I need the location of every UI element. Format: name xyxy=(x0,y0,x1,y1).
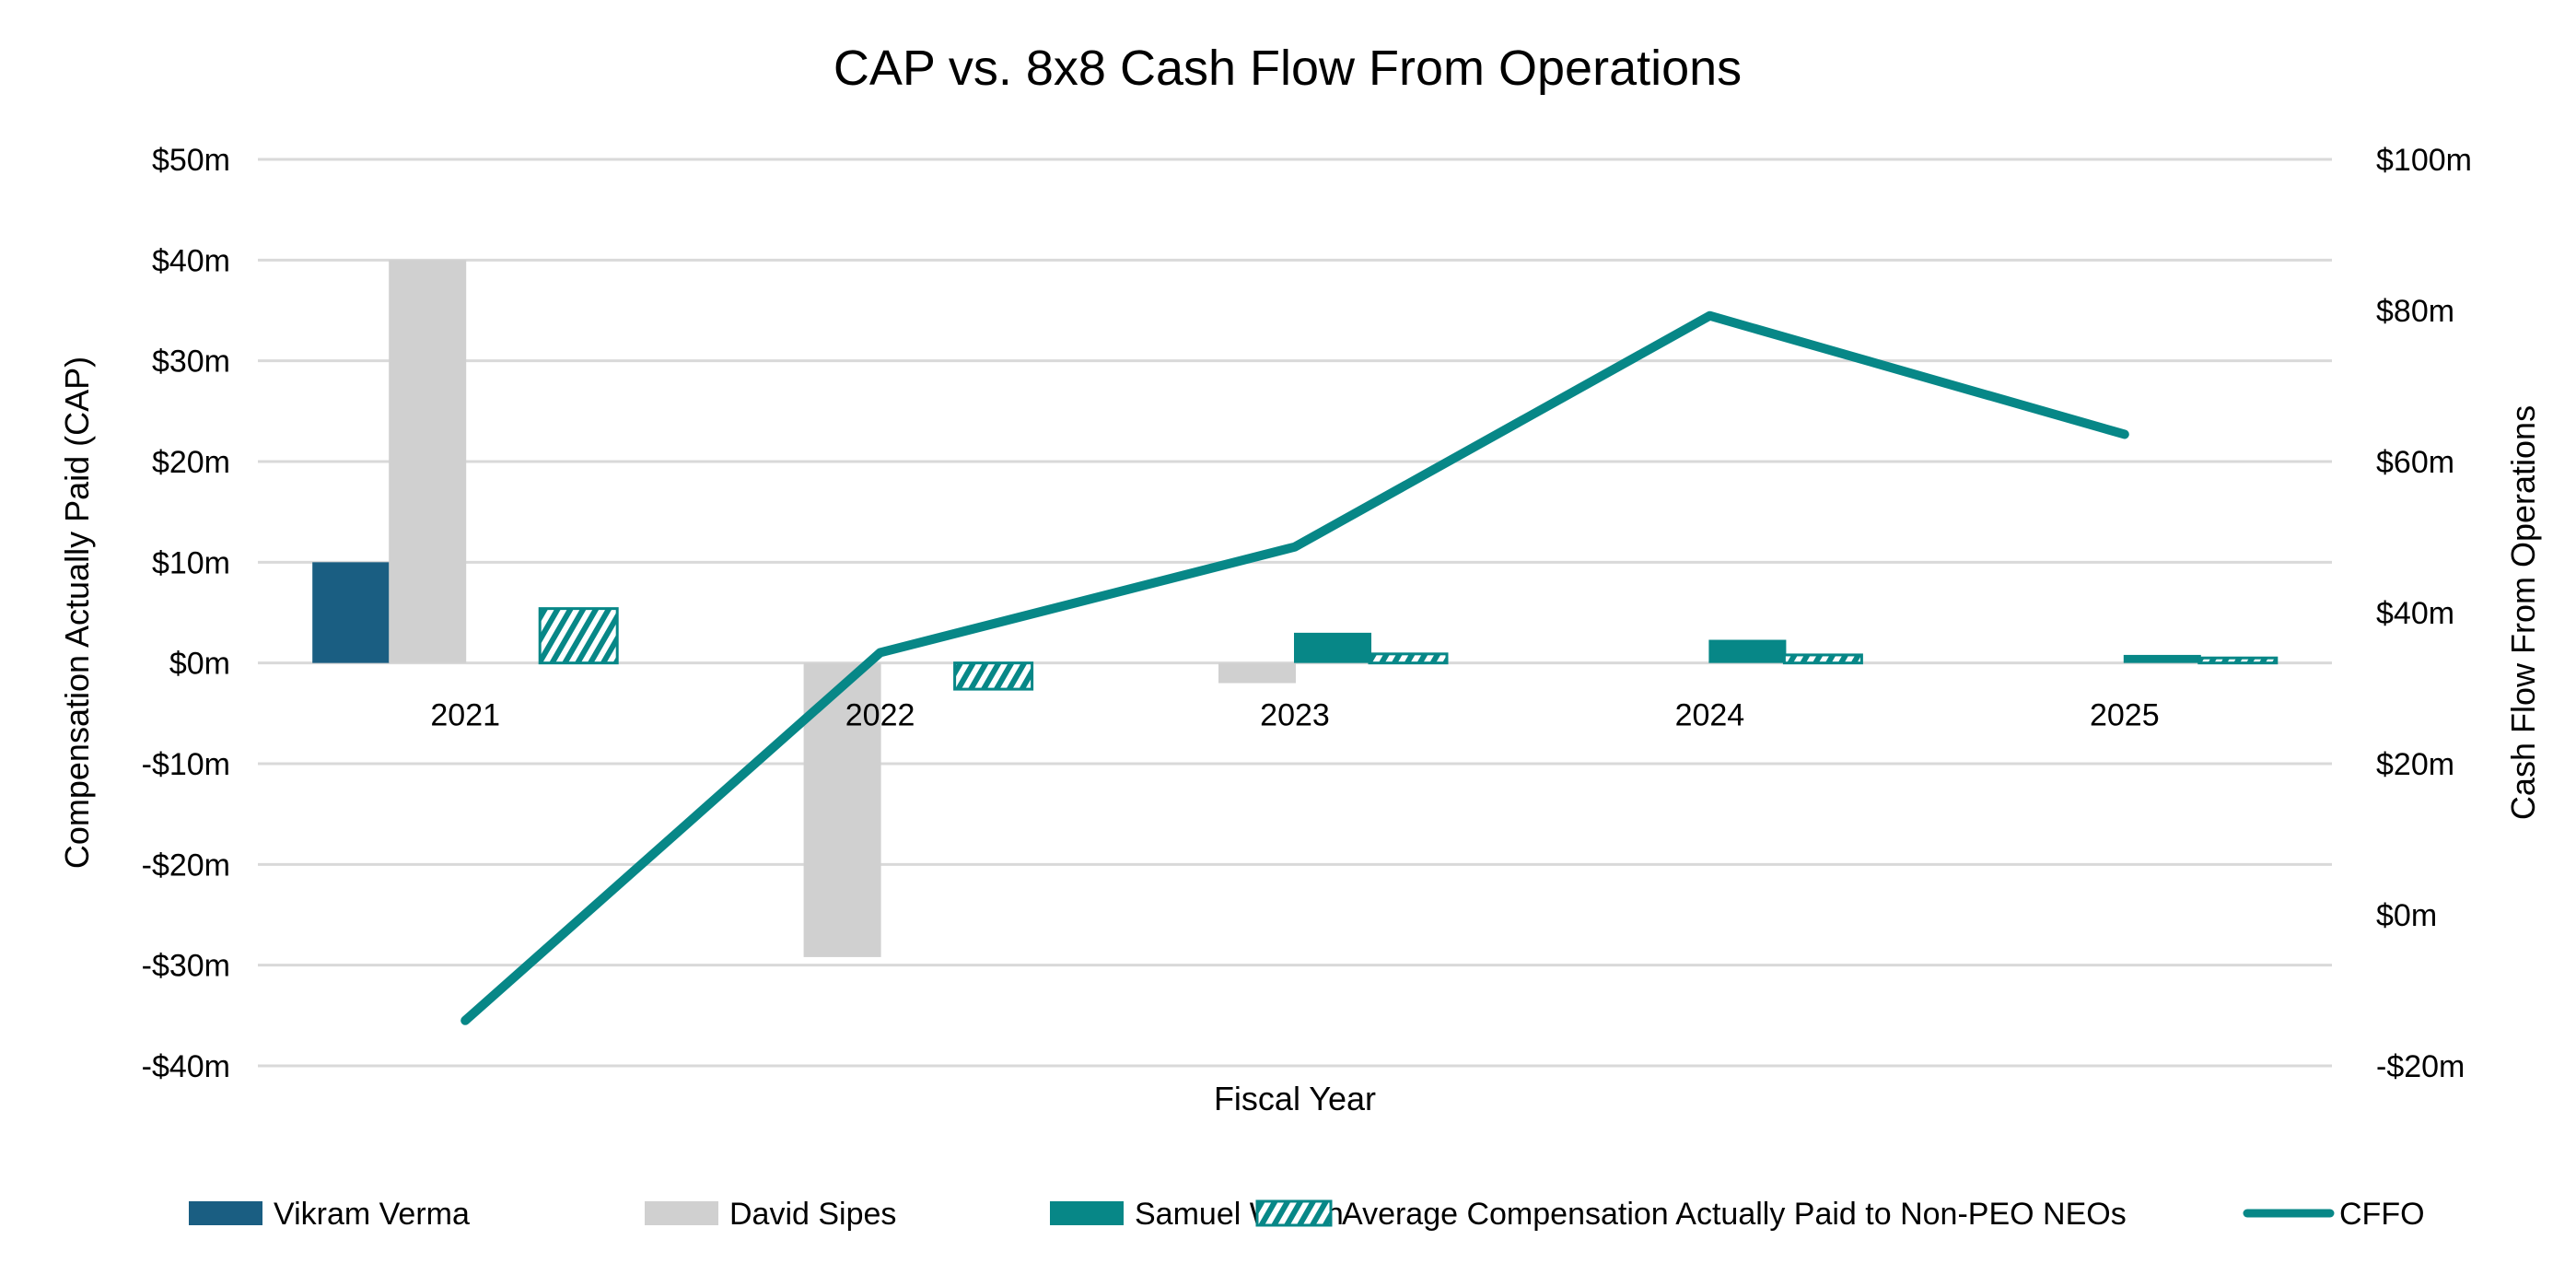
legend-swatch-david-sipes xyxy=(645,1201,718,1225)
legend-swatch-vikram-verma xyxy=(189,1201,262,1225)
bar-average-compensation-actually-paid-to-non-peo-neos-2022 xyxy=(953,661,1034,691)
y2-tick-label: $80m xyxy=(2376,294,2454,329)
bar-average-compensation-actually-paid-to-non-peo-neos-2024 xyxy=(1782,653,1863,665)
y-axis-ticks: $50m $40m $30m $20m $10m $0m -$10m -$20m -$30m -$… xyxy=(142,143,230,1084)
bars xyxy=(312,260,2279,957)
y-tick-label: $0m xyxy=(169,647,230,682)
x-axis-ticks: 2021 2022 2023 2024 2025 xyxy=(430,698,2159,733)
y2-tick-label: $100m xyxy=(2376,143,2472,178)
bar-average-compensation-actually-paid-to-non-peo-neos-2021 xyxy=(538,607,619,665)
x-tick-label: 2024 xyxy=(1675,698,1745,733)
legend-label-average-compensation-actually-paid-to-non-peo-neos: Average Compensation Actually Paid to No… xyxy=(1342,1197,2127,1232)
bar-average-compensation-actually-paid-to-non-peo-neos-2023 xyxy=(1368,652,1449,665)
bar-david-sipes-2021 xyxy=(389,260,467,663)
legend-label-david-sipes: David Sipes xyxy=(729,1197,896,1232)
y-tick-label: $40m xyxy=(152,243,230,278)
x-tick-label: 2022 xyxy=(845,698,915,733)
legend-swatch-samuel-wilson xyxy=(1050,1201,1124,1225)
bar-average-compensation-actually-paid-to-non-peo-neos-2025 xyxy=(2197,656,2279,665)
legend-label-cffo: CFFO xyxy=(2339,1197,2425,1232)
y2-tick-label: $40m xyxy=(2376,596,2454,631)
y2-tick-label: $20m xyxy=(2376,747,2454,782)
y2-tick-label: $0m xyxy=(2376,898,2437,933)
y2-tick-label: $60m xyxy=(2376,445,2454,480)
y-tick-label: $30m xyxy=(152,345,230,380)
y2-axis-label: Cash Flow From Operations xyxy=(2504,405,2542,820)
y-tick-label: $10m xyxy=(152,545,230,580)
legend-label-vikram-verma: Vikram Verma xyxy=(274,1197,470,1232)
y-tick-label: -$30m xyxy=(142,949,230,984)
y-axis-label: Compensation Actually Paid (CAP) xyxy=(58,357,96,869)
bar-david-sipes-2023 xyxy=(1218,662,1296,684)
bar-samuel-wilson-2025 xyxy=(2123,654,2201,663)
y-tick-label: -$20m xyxy=(142,848,230,883)
y-tick-label: -$10m xyxy=(142,747,230,782)
y-tick-label: $50m xyxy=(152,143,230,178)
cffo-line-group xyxy=(460,310,2129,1025)
x-tick-label: 2023 xyxy=(1260,698,1330,733)
y2-tick-label: -$20m xyxy=(2376,1049,2465,1084)
bar-samuel-wilson-2024 xyxy=(1708,639,1787,663)
y2-axis-ticks: $100m $80m $60m $40m $20m $0m -$20m xyxy=(2376,143,2472,1084)
bar-vikram-verma-2021 xyxy=(312,562,390,663)
legend: Vikram Verma David Sipes Samuel WilsonAver… xyxy=(189,1197,2425,1232)
x-axis-label: Fiscal Year xyxy=(1214,1080,1376,1117)
bar-samuel-wilson-2023 xyxy=(1294,632,1371,663)
x-tick-label: 2025 xyxy=(2090,698,2160,733)
x-tick-label: 2021 xyxy=(430,698,500,733)
y-tick-label: -$40m xyxy=(142,1049,230,1084)
legend-swatch-average-compensation-actually-paid-to-non-peo-neos xyxy=(1255,1199,1333,1227)
chart-title: CAP vs. 8x8 Cash Flow From Operations xyxy=(833,41,1742,96)
y-tick-label: $20m xyxy=(152,445,230,480)
